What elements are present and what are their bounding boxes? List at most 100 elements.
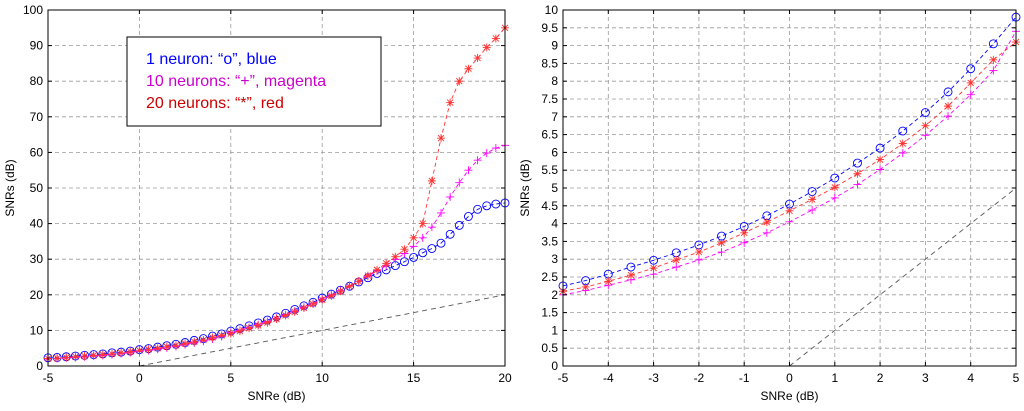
y-tick-label: 5.5 xyxy=(541,163,558,177)
data-point-star xyxy=(944,102,953,111)
x-axis-label: SNRe (dB) xyxy=(760,389,818,403)
y-tick-label: 30 xyxy=(30,252,44,266)
y-tick-label: 0.5 xyxy=(541,341,558,355)
data-point-star xyxy=(309,300,318,309)
data-point-plus xyxy=(694,255,703,264)
legend-entry: 10 neurons: “+”, magenta xyxy=(146,73,326,90)
y-tick-label: 70 xyxy=(30,110,44,124)
data-point-circle xyxy=(418,248,428,258)
data-point-star xyxy=(336,287,345,296)
data-point-star xyxy=(626,271,635,280)
y-tick-label: 60 xyxy=(30,145,44,159)
data-point-star xyxy=(409,233,418,242)
data-point-star xyxy=(89,351,98,360)
x-tick-label: 5 xyxy=(227,371,234,385)
data-point-star xyxy=(363,271,372,280)
data-point-star xyxy=(318,295,327,304)
data-point-plus xyxy=(876,165,885,174)
data-point-star xyxy=(126,347,135,356)
data-point-star xyxy=(153,344,162,353)
y-tick-label: 9.5 xyxy=(541,21,558,35)
y-tick-label: 1.5 xyxy=(541,306,558,320)
data-point-circle xyxy=(943,87,953,97)
data-point-plus xyxy=(473,156,482,165)
data-point-circle xyxy=(853,158,862,168)
y-tick-label: 10 xyxy=(545,3,559,17)
y-tick-label: 4.5 xyxy=(541,199,558,213)
data-point-star xyxy=(830,183,839,192)
data-point-star xyxy=(181,339,190,348)
data-point-star xyxy=(190,337,199,346)
legend-entry: 1 neuron: “o”, blue xyxy=(146,51,277,68)
x-tick-label: -5 xyxy=(43,371,54,385)
x-tick-label: 10 xyxy=(316,371,330,385)
data-point-star xyxy=(290,307,299,316)
data-point-star xyxy=(717,238,726,247)
data-point-plus xyxy=(437,208,446,217)
data-point-plus xyxy=(740,238,749,247)
y-tick-label: 50 xyxy=(30,181,44,195)
data-point-star xyxy=(437,134,446,143)
data-point-plus xyxy=(966,90,975,99)
x-tick-label: 20 xyxy=(498,371,512,385)
y-tick-label: 7.5 xyxy=(541,92,558,106)
data-point-circle xyxy=(875,143,885,153)
data-point-circle xyxy=(988,39,998,49)
right-plot: -5 -4 -3 -2 -1 0 1 2 3 4 5 0 0.5 1 1.5 2 2.5 3 3.5 4 4.5 5 5.5… xyxy=(518,3,1021,403)
data-point-star xyxy=(740,228,749,237)
data-point-plus xyxy=(409,242,418,251)
data-point-plus xyxy=(418,233,427,242)
data-point-plus xyxy=(672,263,681,272)
data-point-star xyxy=(53,354,62,363)
x-tick-label: 3 xyxy=(922,371,929,385)
x-tick-label: -4 xyxy=(603,371,614,385)
y-tick-label: 20 xyxy=(30,288,44,302)
data-point-plus xyxy=(898,149,907,158)
data-point-star xyxy=(391,252,400,261)
legend-entry: 20 neurons: “*”, red xyxy=(146,95,284,112)
data-point-circle xyxy=(454,220,464,230)
data-point-star xyxy=(898,139,907,148)
data-point-star xyxy=(649,264,658,273)
data-point-star xyxy=(966,78,975,87)
data-point-circle xyxy=(626,262,636,272)
y-tick-label: 90 xyxy=(30,39,44,53)
data-point-star xyxy=(62,353,71,362)
data-point-plus xyxy=(446,192,455,201)
data-point-circle xyxy=(400,257,409,267)
x-tick-label: -2 xyxy=(694,371,705,385)
x-tick-label: 0 xyxy=(136,371,143,385)
y-tick-label: 2.5 xyxy=(541,270,558,284)
data-point-star xyxy=(418,219,427,228)
series-line xyxy=(139,294,506,367)
y-tick-label: 100 xyxy=(23,3,43,17)
data-point-star xyxy=(694,248,703,257)
data-point-star xyxy=(604,277,613,286)
data-point-star xyxy=(208,333,217,342)
y-axis-label: SNRs (dB) xyxy=(3,159,17,216)
data-point-star xyxy=(199,336,208,345)
data-point-circle xyxy=(491,199,501,209)
y-tick-label: 40 xyxy=(30,217,44,231)
y-tick-label: 4 xyxy=(551,217,558,231)
data-point-plus xyxy=(455,178,464,187)
y-tick-label: 0 xyxy=(36,359,43,373)
data-point-circle xyxy=(966,64,976,74)
x-tick-label: 0 xyxy=(786,371,793,385)
x-tick-label: -3 xyxy=(648,371,659,385)
data-point-circle xyxy=(473,204,483,214)
series-line xyxy=(562,16,1017,287)
data-point-star xyxy=(98,350,107,359)
y-tick-label: 80 xyxy=(30,74,44,88)
y-tick-label: 1 xyxy=(551,323,558,337)
data-point-circle xyxy=(427,244,437,253)
data-point-star xyxy=(254,321,263,330)
data-point-circle xyxy=(445,229,455,239)
x-tick-label: -1 xyxy=(739,371,750,385)
data-point-plus xyxy=(785,217,794,226)
data-point-circle xyxy=(898,126,908,136)
data-point-star xyxy=(272,315,281,324)
data-point-star xyxy=(299,303,308,312)
